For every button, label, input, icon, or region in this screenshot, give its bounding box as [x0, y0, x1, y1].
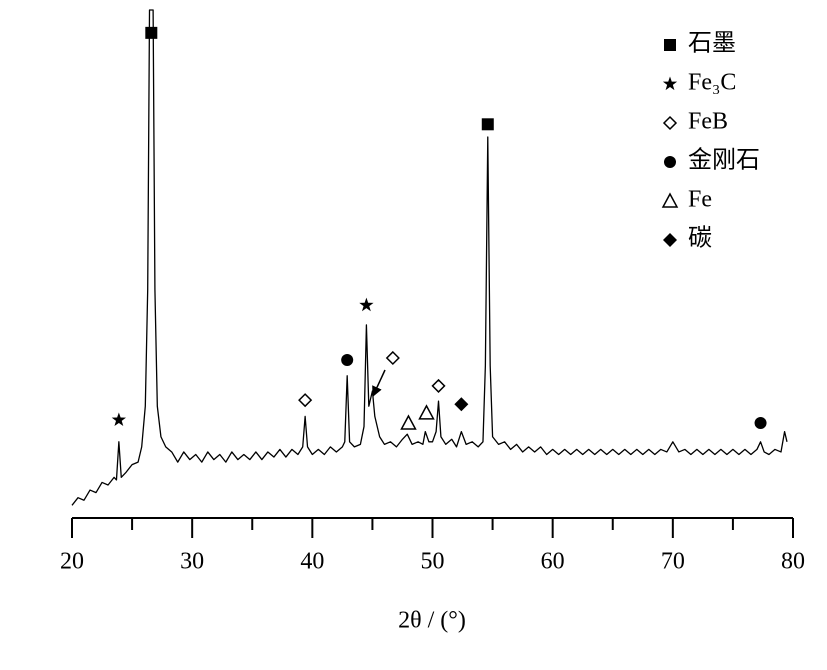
x-tick-label: 70 [661, 549, 685, 575]
arrow [372, 369, 386, 397]
legend-symbol [664, 156, 676, 168]
peak-marker [454, 397, 469, 412]
x-axis-label: 2θ / (°) [398, 608, 466, 634]
peak-marker [111, 412, 126, 427]
legend-symbol [663, 233, 677, 247]
peak-marker [385, 350, 400, 366]
x-tick-label: 40 [300, 549, 324, 575]
legend-symbol [662, 115, 678, 131]
legend-symbol [664, 39, 676, 51]
legend-label: 石墨 [688, 31, 736, 57]
peak-marker [298, 393, 313, 408]
peak-marker [431, 378, 446, 393]
legend-label: 金刚石 [688, 147, 760, 174]
x-tick-label: 30 [180, 549, 204, 575]
legend-label: 碳 [688, 225, 712, 252]
legend-label: Fe [688, 187, 712, 213]
legend-label: FeB [688, 109, 728, 135]
peak-marker [418, 404, 435, 420]
legend-label: Fe₃C [688, 70, 736, 96]
peak-marker [145, 26, 158, 39]
peak-marker [754, 417, 767, 430]
peak-marker [400, 414, 417, 430]
peak-marker [341, 354, 354, 367]
x-tick-label: 20 [60, 549, 84, 575]
x-tick-label: 60 [541, 549, 565, 575]
xrd-line [71, 9, 788, 506]
peak-marker [481, 118, 494, 131]
x-tick-label: 50 [421, 549, 445, 575]
legend-symbol [662, 76, 678, 91]
x-tick-label: 80 [781, 549, 805, 575]
legend-symbol [661, 192, 679, 208]
peak-marker [359, 297, 374, 312]
